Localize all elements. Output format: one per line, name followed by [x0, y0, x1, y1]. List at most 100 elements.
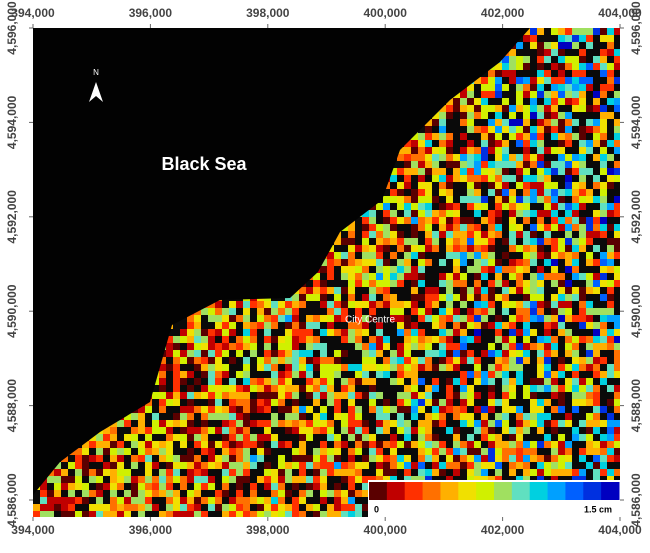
pixel — [474, 126, 481, 133]
pixel — [502, 294, 509, 301]
pixel — [607, 147, 614, 154]
pixel — [82, 441, 89, 448]
pixel — [565, 315, 572, 322]
pixel — [250, 308, 257, 315]
pixel — [369, 315, 376, 322]
pixel — [509, 434, 516, 441]
pixel — [243, 420, 250, 427]
pixel — [495, 266, 502, 273]
pixel — [474, 259, 481, 266]
pixel — [439, 406, 446, 413]
pixel — [516, 133, 523, 140]
pixel — [376, 294, 383, 301]
pixel — [523, 140, 530, 147]
pixel — [306, 378, 313, 385]
pixel — [362, 385, 369, 392]
pixel — [362, 280, 369, 287]
pixel — [488, 133, 495, 140]
pixel — [439, 392, 446, 399]
pixel — [481, 210, 488, 217]
pixel — [474, 273, 481, 280]
pixel — [327, 301, 334, 308]
pixel — [341, 266, 348, 273]
pixel — [432, 175, 439, 182]
pixel — [215, 350, 222, 357]
pixel — [432, 140, 439, 147]
pixel — [411, 154, 418, 161]
pixel — [306, 329, 313, 336]
pixel — [551, 238, 558, 245]
pixel — [453, 392, 460, 399]
pixel — [467, 126, 474, 133]
pixel — [474, 385, 481, 392]
pixel — [614, 112, 620, 119]
pixel — [278, 336, 285, 343]
pixel — [432, 112, 439, 119]
pixel — [474, 287, 481, 294]
pixel — [572, 399, 579, 406]
pixel — [390, 224, 397, 231]
pixel — [600, 294, 607, 301]
pixel — [390, 385, 397, 392]
pixel — [257, 378, 264, 385]
pixel — [593, 119, 600, 126]
pixel — [502, 273, 509, 280]
pixel — [600, 357, 607, 364]
pixel — [460, 168, 467, 175]
pixel — [488, 259, 495, 266]
pixel — [453, 203, 460, 210]
pixel — [572, 182, 579, 189]
pixel — [369, 329, 376, 336]
pixel — [467, 329, 474, 336]
pixel — [551, 161, 558, 168]
pixel — [558, 210, 565, 217]
pixel — [292, 308, 299, 315]
pixel — [558, 140, 565, 147]
pixel — [425, 231, 432, 238]
pixel — [432, 126, 439, 133]
pixel — [425, 217, 432, 224]
pixel — [257, 350, 264, 357]
pixel — [299, 392, 306, 399]
pixel — [166, 441, 173, 448]
pixel — [453, 329, 460, 336]
pixel — [600, 413, 607, 420]
pixel — [383, 392, 390, 399]
pixel — [467, 154, 474, 161]
pixel — [292, 343, 299, 350]
pixel — [201, 399, 208, 406]
pixel — [523, 308, 530, 315]
pixel — [502, 175, 509, 182]
pixel — [313, 427, 320, 434]
pixel — [208, 378, 215, 385]
pixel — [453, 427, 460, 434]
pixel — [313, 322, 320, 329]
pixel — [390, 301, 397, 308]
pixel — [537, 91, 544, 98]
pixel — [544, 266, 551, 273]
pixel — [257, 336, 264, 343]
pixel — [509, 91, 516, 98]
pixel — [516, 287, 523, 294]
pixel — [313, 350, 320, 357]
pixel — [467, 294, 474, 301]
pixel — [180, 406, 187, 413]
pixel — [446, 189, 453, 196]
pixel — [369, 210, 376, 217]
pixel — [425, 189, 432, 196]
pixel — [516, 168, 523, 175]
pixel — [607, 329, 614, 336]
pixel — [544, 98, 551, 105]
pixel — [264, 350, 271, 357]
pixel — [264, 378, 271, 385]
pixel — [425, 203, 432, 210]
pixel — [488, 154, 495, 161]
pixel — [404, 329, 411, 336]
pixel — [565, 42, 572, 49]
pixel — [453, 217, 460, 224]
pixel — [565, 245, 572, 252]
pixel — [334, 322, 341, 329]
pixel — [271, 434, 278, 441]
pixel — [488, 203, 495, 210]
pixel — [306, 385, 313, 392]
